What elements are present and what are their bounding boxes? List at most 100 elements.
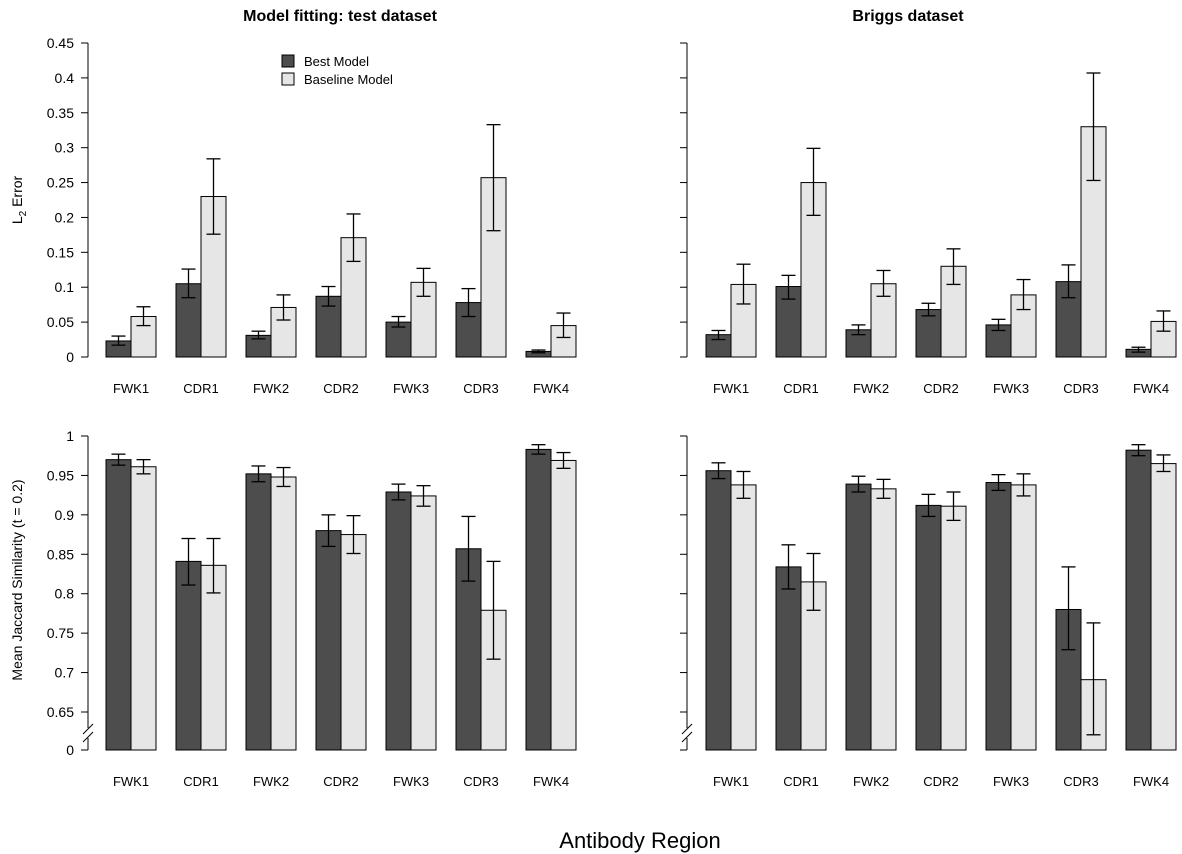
bar-baseline-model bbox=[1010, 484, 1037, 751]
y-tick-label: 0.35 bbox=[47, 105, 74, 121]
category-label: FWK2 bbox=[853, 381, 889, 396]
bar-baseline-model bbox=[1150, 463, 1177, 751]
y-tick-label: 0.65 bbox=[47, 704, 74, 720]
legend: Best Model Baseline Model bbox=[281, 54, 393, 87]
y-axis-label-jaccard: Mean Jaccard Similarity (t = 0.2) bbox=[9, 479, 25, 680]
y-tick-label: 0.3 bbox=[55, 140, 75, 156]
category-label: CDR1 bbox=[783, 774, 818, 789]
bar-best-model bbox=[525, 448, 552, 751]
y-tick-label: 0.25 bbox=[47, 175, 74, 191]
bar-baseline-model bbox=[410, 495, 437, 751]
category-label: CDR2 bbox=[323, 774, 358, 789]
bar-best-model bbox=[705, 470, 732, 751]
category-label: CDR2 bbox=[323, 381, 358, 396]
legend-swatch-best bbox=[281, 54, 295, 68]
bar-baseline-model bbox=[130, 466, 157, 751]
y-axis bbox=[680, 42, 688, 358]
legend-label-baseline: Baseline Model bbox=[304, 72, 393, 87]
bar-baseline-model bbox=[1010, 294, 1037, 358]
bar-baseline-model bbox=[550, 459, 577, 751]
category-label: CDR2 bbox=[923, 381, 958, 396]
y-tick-label: 0.2 bbox=[55, 209, 75, 225]
axis-break-mark bbox=[681, 731, 693, 743]
category-label: FWK4 bbox=[533, 774, 569, 789]
category-label: CDR3 bbox=[1063, 381, 1098, 396]
bar-best-model bbox=[775, 566, 802, 751]
bar-baseline-model bbox=[940, 505, 967, 751]
bar-baseline-model bbox=[870, 488, 897, 751]
category-label: FWK3 bbox=[993, 381, 1029, 396]
bar-best-model bbox=[385, 491, 412, 751]
y-tick-label: 0.15 bbox=[47, 244, 74, 260]
legend-swatch-baseline bbox=[281, 72, 295, 86]
axis-break-mark bbox=[82, 731, 94, 743]
category-label: CDR2 bbox=[923, 774, 958, 789]
category-label: FWK1 bbox=[113, 774, 149, 789]
bar-baseline-model bbox=[730, 484, 757, 751]
panel-title-test: Model fitting: test dataset bbox=[243, 8, 437, 25]
category-label: FWK4 bbox=[1133, 774, 1169, 789]
axis-break-mark bbox=[82, 723, 94, 735]
category-label: FWK3 bbox=[393, 381, 429, 396]
y-tick-label: 0.05 bbox=[47, 314, 74, 330]
category-label: FWK1 bbox=[113, 381, 149, 396]
category-label: FWK2 bbox=[253, 774, 289, 789]
category-label: FWK3 bbox=[393, 774, 429, 789]
y-tick-label: 0.1 bbox=[55, 279, 75, 295]
y-tick-label: 0.75 bbox=[47, 625, 74, 641]
y-tick-label: 1 bbox=[66, 428, 74, 444]
y-tick-label: 0.9 bbox=[55, 507, 75, 523]
x-axis-label: Antibody Region bbox=[559, 828, 720, 853]
y-axis-label-main: L bbox=[9, 216, 25, 224]
panel-title-briggs: Briggs dataset bbox=[852, 8, 964, 25]
category-label: FWK2 bbox=[853, 774, 889, 789]
category-label: CDR1 bbox=[183, 381, 218, 396]
category-label: FWK3 bbox=[993, 774, 1029, 789]
legend-label-best: Best Model bbox=[304, 54, 369, 69]
y-axis: 0 0.05 0.1 0.15 0.2 0.25 0.3 0.35 0.4 0.45 bbox=[47, 35, 89, 365]
category-label: FWK1 bbox=[713, 381, 749, 396]
bar-best-model bbox=[455, 548, 482, 751]
y-tick-label: 0.95 bbox=[47, 467, 74, 483]
panel-jaccard-briggs: FWK1 CDR1 FWK2 CDR2 FWK3 CDR3 FWK4 bbox=[680, 435, 1177, 789]
bar-baseline-model bbox=[410, 281, 437, 358]
category-label: CDR3 bbox=[463, 381, 498, 396]
bar-best-model bbox=[175, 560, 202, 751]
bar-baseline-model bbox=[130, 316, 157, 358]
category-label: CDR3 bbox=[1063, 774, 1098, 789]
panel-l2-error-test: 0 0.05 0.1 0.15 0.2 0.25 0.3 0.35 0.4 0.45 FWK1 CDR… bbox=[47, 35, 577, 396]
y-tick-label: 0.45 bbox=[47, 35, 74, 51]
category-label: FWK4 bbox=[1133, 381, 1169, 396]
bar-baseline-model bbox=[270, 476, 297, 751]
bar-best-model bbox=[915, 309, 942, 358]
y-tick-label: 0.8 bbox=[55, 586, 75, 602]
y-tick-label: 0.85 bbox=[47, 546, 74, 562]
y-tick-label: 0 bbox=[66, 349, 74, 365]
category-label: FWK4 bbox=[533, 381, 569, 396]
category-label: CDR1 bbox=[183, 774, 218, 789]
bar-best-model bbox=[915, 504, 942, 751]
y-axis-label-subscript: 2 bbox=[18, 210, 29, 216]
y-axis: 0 0.65 0.7 0.75 0.8 0.85 0.9 0.95 1 bbox=[47, 428, 94, 758]
bar-baseline-model bbox=[200, 564, 227, 751]
bar-baseline-model bbox=[800, 581, 827, 751]
category-label: FWK1 bbox=[713, 774, 749, 789]
category-label: CDR1 bbox=[783, 381, 818, 396]
bar-best-model bbox=[245, 473, 272, 751]
y-axis-label-l2-error: L2 Error bbox=[9, 175, 29, 224]
bar-best-model bbox=[105, 459, 132, 751]
category-label: CDR3 bbox=[463, 774, 498, 789]
bar-best-model bbox=[1125, 449, 1152, 751]
axis-break-mark bbox=[681, 723, 693, 735]
y-tick-label: 0.4 bbox=[55, 70, 75, 86]
bar-best-model bbox=[175, 283, 202, 358]
bar-baseline-model bbox=[340, 534, 367, 751]
y-tick-label: 0 bbox=[66, 742, 74, 758]
y-axis bbox=[680, 435, 693, 751]
panel-l2-error-briggs: FWK1 CDR1 FWK2 CDR2 FWK3 CDR3 FWK4 bbox=[680, 42, 1177, 396]
category-label: FWK2 bbox=[253, 381, 289, 396]
y-axis-label-rest: Error bbox=[9, 175, 25, 210]
panel-jaccard-test: 0 0.65 0.7 0.75 0.8 0.85 0.9 0.95 1 FWK1 CDR1 FWK2 C… bbox=[47, 428, 577, 789]
bar-best-model bbox=[315, 530, 342, 751]
